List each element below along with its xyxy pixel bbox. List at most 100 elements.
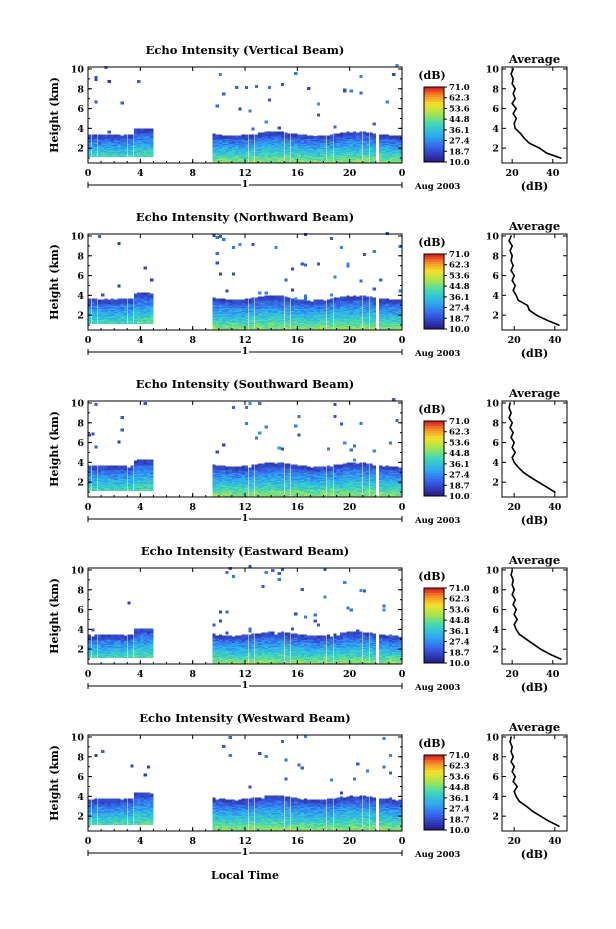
echo-cell <box>120 298 124 302</box>
echo-cell <box>287 297 291 301</box>
echo-cell <box>245 298 249 302</box>
echo-cell <box>261 132 265 136</box>
colorbar-segment <box>424 92 444 96</box>
echo-cell <box>290 298 294 302</box>
colorbar-segment <box>424 89 444 93</box>
echo-cell <box>215 298 219 302</box>
profile-point <box>515 107 517 110</box>
echo-cell <box>107 130 111 134</box>
echo-cell <box>317 301 321 305</box>
echo-cell <box>343 88 347 92</box>
echo-cell <box>117 284 121 288</box>
x-tick-label: 4 <box>137 168 144 179</box>
echo-cell <box>241 134 245 138</box>
profile-point <box>526 304 529 307</box>
echo-cell <box>307 86 311 90</box>
echo-cell <box>300 262 304 266</box>
echo-cell <box>333 125 337 129</box>
colorbar-label: 36.1 <box>449 293 470 303</box>
profile-y-tick-label: 4 <box>492 291 499 302</box>
echo-cell <box>97 299 101 303</box>
echo-cell <box>352 295 357 299</box>
panel-title: Echo Intensity (Southward Beam) <box>136 377 354 391</box>
profile-line <box>510 68 562 159</box>
echo-cell <box>238 242 242 246</box>
echo-cell <box>359 297 363 301</box>
echo-cell <box>349 296 353 300</box>
echo-cell <box>94 75 98 79</box>
colorbar-frame <box>423 86 445 163</box>
profile-y-tick-label: 8 <box>492 84 499 95</box>
echo-cell <box>258 132 262 136</box>
echo-cell <box>333 133 337 137</box>
echo-cell <box>330 134 334 138</box>
echo-cell <box>228 299 232 303</box>
echo-cell <box>388 299 393 303</box>
echo-cell <box>97 301 101 305</box>
echo-cell <box>231 299 236 303</box>
echo-cell <box>107 134 111 138</box>
echo-cell <box>212 133 216 137</box>
echo-cell <box>317 262 321 266</box>
echo-cell <box>258 291 262 295</box>
echo-cell <box>264 295 268 299</box>
day-label-bg <box>241 179 249 187</box>
echo-cell <box>317 102 321 106</box>
echo-cell <box>287 133 291 137</box>
echo-cell <box>117 465 121 469</box>
colorbar-segment <box>424 99 444 103</box>
colorbar-label: 18.7 <box>449 147 470 157</box>
profile-point <box>512 289 514 292</box>
echo-cell <box>245 134 249 138</box>
profile-y-tick-label: 4 <box>492 124 499 135</box>
echo-cell <box>267 131 272 135</box>
profile-point <box>511 83 513 85</box>
panel-title: Echo Intensity (Vertical Beam) <box>146 43 345 57</box>
panel-title: Echo Intensity (Northward Beam) <box>136 210 354 224</box>
y-axis-label: Height (km) <box>48 244 61 320</box>
echo-cell <box>104 134 108 138</box>
heatmap-cells <box>88 64 402 163</box>
colorbar-segment <box>424 137 444 141</box>
colorbar-segment <box>424 109 444 113</box>
profile-point <box>510 269 512 272</box>
echo-cell <box>218 134 222 138</box>
x-tick-label: 4 <box>137 335 144 346</box>
echo-cell <box>372 133 376 137</box>
profile-frame <box>501 66 568 164</box>
echo-cell <box>117 134 121 138</box>
echo-cell <box>379 278 383 282</box>
echo-cell <box>124 134 128 138</box>
echo-cell <box>110 134 115 138</box>
echo-cell <box>359 279 363 283</box>
echo-cell <box>127 300 131 304</box>
echo-cell <box>225 135 229 139</box>
heatmap-cells <box>88 232 402 330</box>
echo-cell <box>359 91 363 95</box>
colorbar-segment <box>424 114 444 118</box>
echo-cell <box>343 296 347 300</box>
echo-cell <box>317 299 321 303</box>
y-tick-label: 10 <box>71 231 85 242</box>
echo-cell <box>320 299 324 303</box>
echo-cell <box>228 135 232 139</box>
echo-cell <box>281 131 285 135</box>
echo-cell <box>356 296 360 300</box>
profile-x-tick-label: 20 <box>508 335 522 346</box>
colorbar-segment <box>424 157 444 161</box>
profile-point <box>545 152 548 154</box>
echo-cell <box>104 298 108 302</box>
echo-cell <box>146 128 151 132</box>
date-label: Aug 2003 <box>414 182 460 192</box>
profile-point <box>508 240 510 242</box>
profile-y-tick-label: 2 <box>492 144 499 155</box>
y-axis-label: Height (km) <box>48 77 61 153</box>
echo-cell <box>300 299 304 303</box>
echo-cell <box>222 135 226 139</box>
colorbar-segment <box>424 152 444 156</box>
echo-cell <box>137 128 141 132</box>
echo-cell <box>218 272 222 276</box>
echo-cell <box>101 134 105 138</box>
echo-cell <box>101 136 105 140</box>
echo-cell <box>120 101 124 105</box>
